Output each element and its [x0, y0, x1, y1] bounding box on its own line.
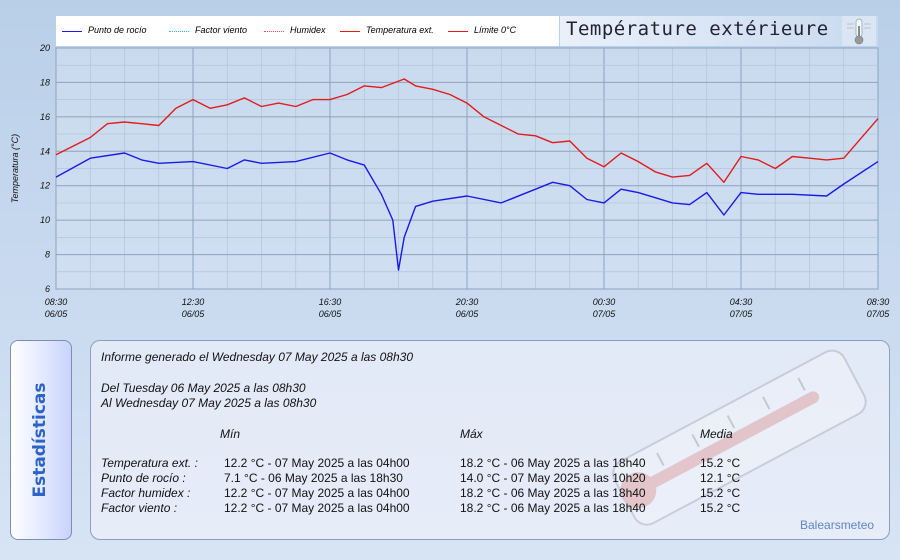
y-tick-label: 6	[45, 284, 50, 294]
legend-swatch-temperature	[340, 31, 360, 32]
brand-label: Balearsmeteo	[800, 518, 875, 532]
x-tick-label-time: 20:30	[455, 297, 479, 307]
stats-row-min: 12.2 °C - 07 May 2025 a las 04h00	[224, 486, 410, 500]
x-tick-label-date: 06/05	[456, 309, 480, 319]
x-tick-label-time: 12:30	[182, 297, 205, 307]
thermometer-background-image	[612, 349, 867, 526]
column-header-min: Mín	[220, 427, 241, 441]
report-from-text: Del Tuesday 06 May 2025 a las 08h30	[101, 381, 306, 395]
series-line-temperature	[55, 78, 879, 184]
series-line-dew-point	[55, 152, 879, 271]
x-tick-label-date: 06/05	[45, 309, 69, 319]
stats-row-max: 18.2 °C - 06 May 2025 a las 18h40	[460, 501, 646, 515]
x-tick-label-date: 06/05	[319, 309, 343, 319]
legend-label-humidex: Humidex	[290, 25, 326, 35]
y-tick-label: 12	[40, 181, 50, 191]
stats-row-max: 14.0 °C - 07 May 2025 a las 10h20	[460, 471, 646, 485]
y-tick-label: 10	[40, 215, 50, 225]
stats-panel	[90, 340, 890, 540]
legend-label-wind-factor: Factor viento	[195, 25, 248, 35]
stats-row-avg: 15.2 °C	[700, 501, 741, 515]
y-tick-label: 14	[40, 146, 50, 156]
y-tick-label: 8	[45, 250, 50, 260]
stats-row-label: Punto de rocío :	[101, 471, 186, 485]
stats-row-label: Factor viento :	[101, 501, 178, 515]
stats-row-max: 18.2 °C - 06 May 2025 a las 18h40	[460, 486, 646, 500]
stats-row-label: Temperatura ext. :	[101, 456, 198, 470]
legend-label-temperature: Temperatura ext.	[366, 25, 434, 35]
stats-row-max: 18.2 °C - 06 May 2025 a las 18h40	[460, 456, 646, 470]
y-tick-label: 18	[40, 77, 50, 87]
page-title: Température extérieure	[566, 18, 829, 40]
x-tick-label-time: 04:30	[730, 297, 753, 307]
stats-row-min: 12.2 °C - 07 May 2025 a las 04h00	[224, 501, 410, 515]
stats-tab	[10, 340, 72, 540]
stats-row-avg: 15.2 °C	[700, 456, 741, 470]
temperature-chart: 6 8 10 12 14 16 18 20 Temperatura (°C) 08:30 06/05…	[10, 43, 891, 319]
legend-swatch-wind-factor	[169, 31, 189, 32]
thermometer-icon	[842, 16, 876, 46]
stats-row-avg: 12.1 °C	[700, 471, 741, 485]
x-tick-label-time: 00:30	[593, 297, 616, 307]
legend-swatch-dew-point	[62, 31, 82, 32]
column-header-avg: Media	[700, 427, 733, 441]
y-tick-label: 16	[40, 112, 50, 122]
legend-swatch-humidex	[264, 31, 284, 32]
stats-row-min: 7.1 °C - 06 May 2025 a las 18h30	[224, 471, 403, 485]
y-tick-label: 20	[39, 43, 50, 53]
title-box	[560, 16, 878, 46]
stats-row-label: Factor humidex :	[101, 486, 191, 500]
stats-tab-label: Estadísticas	[30, 382, 50, 498]
x-tick-label-time: 08:30	[45, 297, 68, 307]
legend-label-dew-point: Punto de rocío	[88, 25, 147, 35]
report-generated-text: Informe generado el Wednesday 07 May 202…	[101, 350, 413, 364]
chart-legend: Punto de rocío Factor viento Humidex Tem…	[56, 16, 559, 46]
y-axis-label: Temperatura (°C)	[10, 134, 20, 203]
column-header-max: Máx	[460, 427, 483, 441]
x-tick-label-time: 16:30	[319, 297, 342, 307]
legend-swatch-limit-zero	[448, 31, 468, 32]
stats-row-avg: 15.2 °C	[700, 486, 741, 500]
report-to-text: Al Wednesday 07 May 2025 a las 08h30	[101, 396, 317, 410]
x-tick-label-date: 07/05	[867, 309, 891, 319]
x-tick-label-date: 07/05	[593, 309, 617, 319]
x-tick-label-date: 07/05	[730, 309, 754, 319]
stats-row-min: 12.2 °C - 07 May 2025 a las 04h00	[224, 456, 410, 470]
x-tick-label-date: 06/05	[182, 309, 206, 319]
legend-label-limit-zero: Límite 0°C	[474, 25, 517, 35]
x-tick-label-time: 08:30	[867, 297, 890, 307]
